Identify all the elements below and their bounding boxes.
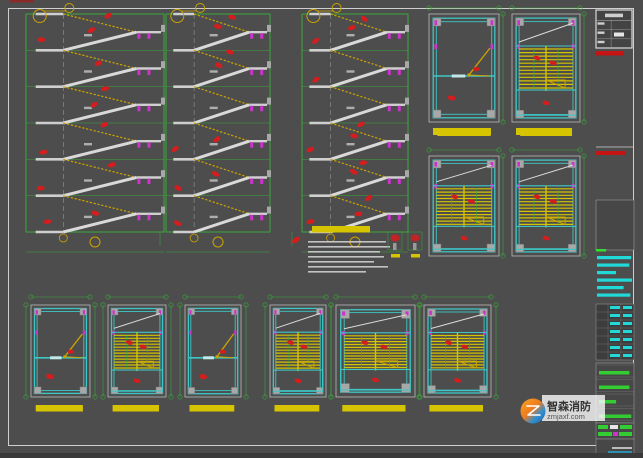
svg-text:智森消防: 智森消防	[547, 399, 591, 413]
svg-text:zmjaxf.com: zmjaxf.com	[547, 412, 585, 421]
